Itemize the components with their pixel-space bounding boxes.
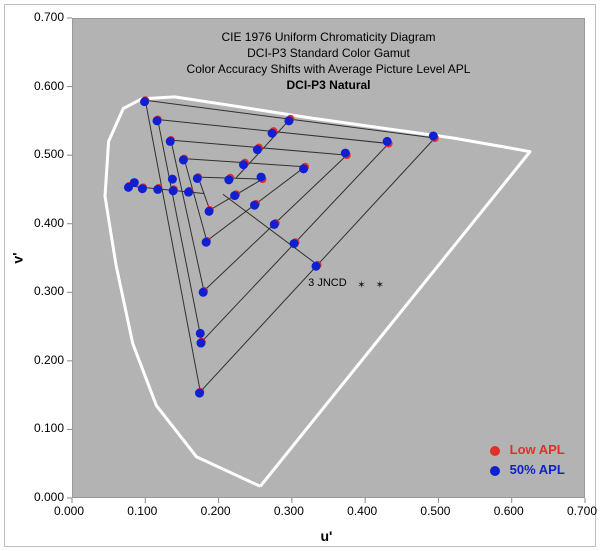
legend-50-apl: 50% APL: [490, 462, 565, 477]
legend-low-apl: Low APL: [490, 442, 565, 457]
y-tick-label: 0.000: [34, 490, 64, 504]
y-tick-label: 0.200: [34, 353, 64, 367]
legend-label-low-apl: Low APL: [510, 442, 565, 457]
chart-title-line-2: DCI-P3 Standard Color Gamut: [72, 46, 585, 60]
chart-title-line-1: CIE 1976 Uniform Chromaticity Diagram: [72, 30, 585, 44]
x-tick-label: 0.700: [567, 504, 597, 518]
chart-title-line-3: Color Accuracy Shifts with Average Pictu…: [72, 62, 585, 76]
x-tick-label: 0.000: [54, 504, 84, 518]
svg-text:✶: ✶: [357, 280, 365, 291]
legend-marker-low-apl: [490, 446, 500, 456]
x-tick-label: 0.200: [201, 504, 231, 518]
x-tick-label: 0.500: [420, 504, 450, 518]
y-tick-label: 0.700: [34, 10, 64, 24]
legend-label-50-apl: 50% APL: [510, 462, 565, 477]
x-tick-label: 0.300: [274, 504, 304, 518]
svg-text:✶: ✶: [376, 280, 384, 291]
x-tick-label: 0.600: [494, 504, 524, 518]
y-tick-label: 0.100: [34, 421, 64, 435]
y-tick-label: 0.600: [34, 79, 64, 93]
y-tick-label: 0.500: [34, 147, 64, 161]
chart-title-line-4: DCI-P3 Natural: [72, 78, 585, 92]
y-tick-label: 0.300: [34, 284, 64, 298]
x-axis-label: u': [321, 528, 333, 544]
legend-marker-50-apl: [490, 466, 500, 476]
y-tick-label: 0.400: [34, 216, 64, 230]
jncd-annotation: 3 JNCD: [308, 277, 347, 289]
x-tick-label: 0.400: [347, 504, 377, 518]
y-axis-label: v': [10, 252, 26, 263]
x-tick-label: 0.100: [127, 504, 157, 518]
